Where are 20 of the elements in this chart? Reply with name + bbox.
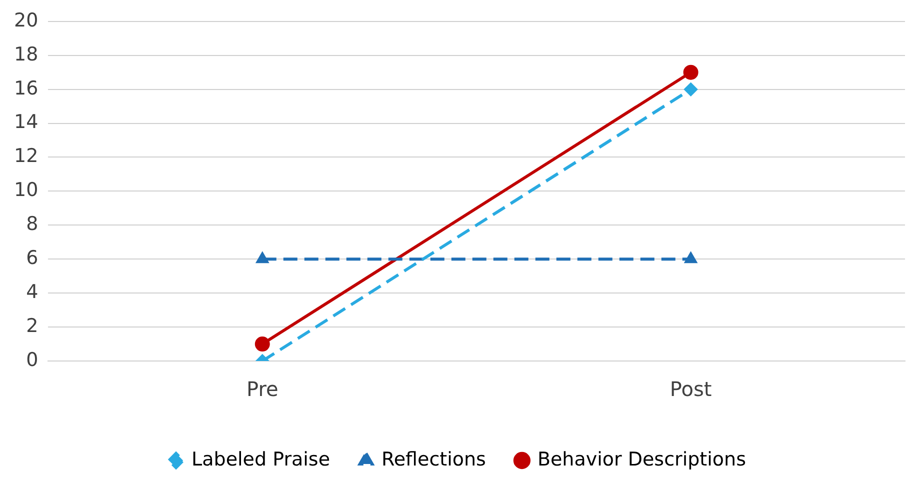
y-tick-label: 2 (26, 314, 38, 337)
y-tick-label: 16 (14, 77, 38, 100)
x-tick-label: Post (670, 377, 712, 402)
y-tick-label: 4 (26, 281, 38, 304)
y-tick-label: 10 (14, 179, 38, 202)
legend-label: Reflections (382, 448, 486, 470)
y-tick-label: 0 (26, 348, 38, 371)
point (256, 252, 268, 264)
point (684, 82, 698, 96)
point (683, 64, 698, 80)
x-tick-label: Pre (246, 377, 278, 402)
y-tick-label: 20 (14, 9, 38, 32)
y-tick-label: 6 (26, 247, 38, 270)
y-tick-label: 14 (14, 111, 38, 134)
legend-label: Labeled Praise (192, 448, 330, 470)
legend-label: Behavior Descriptions (537, 448, 746, 470)
point (684, 252, 697, 264)
y-tick-label: 18 (14, 43, 38, 66)
y-tick-label: 8 (26, 213, 38, 236)
y-tick-label: 12 (14, 145, 38, 168)
